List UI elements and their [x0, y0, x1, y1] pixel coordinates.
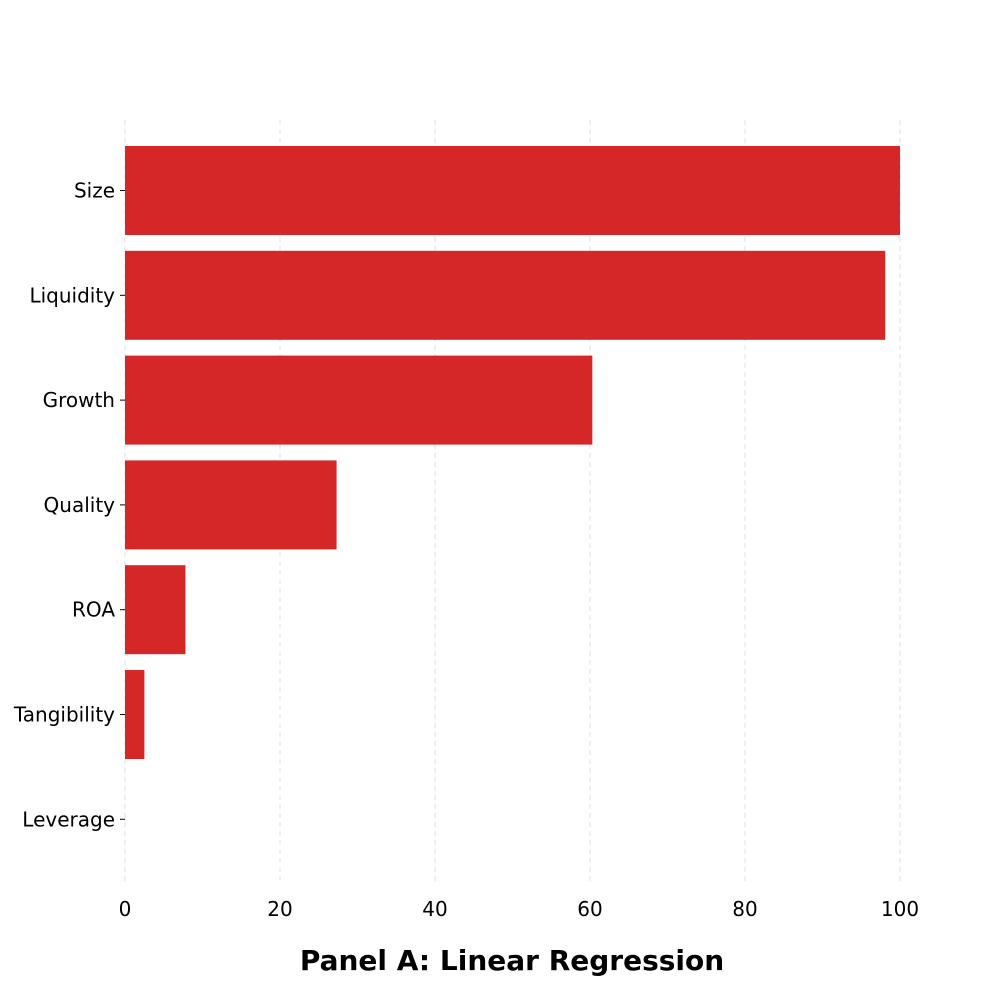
y-tick-label: Size [74, 179, 115, 203]
bar-liquidity [125, 250, 886, 340]
x-tick-label: 100 [881, 897, 919, 921]
bar-size [125, 146, 900, 235]
y-tick-label: Tangibility [13, 703, 115, 727]
x-tick-label: 80 [732, 897, 757, 921]
x-tick-label: 0 [119, 897, 132, 921]
bar-growth [125, 355, 593, 445]
x-tick-label: 40 [422, 897, 447, 921]
y-axis-ticks: Size Liquidity Growth Quality ROA Tangibility… [13, 179, 125, 831]
x-tick-label: 20 [267, 897, 292, 921]
bars [125, 146, 900, 759]
y-tick-label: Growth [43, 388, 115, 412]
bar-quality [125, 460, 337, 550]
y-tick-label: Leverage [22, 807, 115, 831]
bar-roa [125, 565, 186, 655]
y-tick-label: Quality [44, 493, 116, 517]
chart-title: Panel A: Linear Regression [300, 944, 724, 977]
bar-tangibility [125, 670, 145, 759]
x-axis-ticks: 0 20 40 60 80 100 [119, 897, 919, 921]
y-tick-label: ROA [72, 598, 115, 622]
x-tick-label: 60 [577, 897, 602, 921]
y-tick-label: Liquidity [29, 283, 115, 307]
